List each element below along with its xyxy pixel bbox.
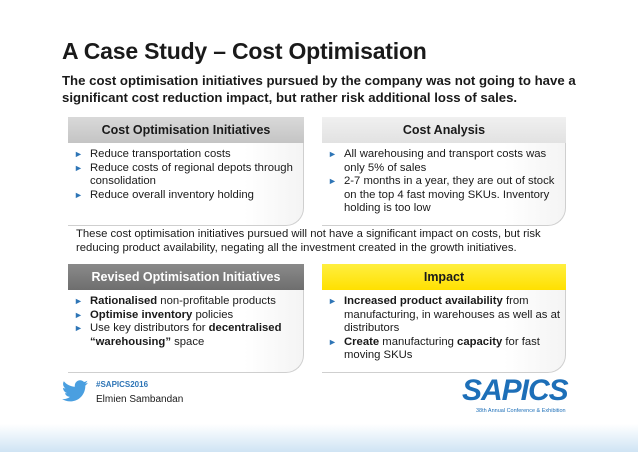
list-item: ► All warehousing and transport costs was… [322, 148, 565, 175]
list-item-text: Use key distributors for [90, 322, 209, 335]
footer-bar [0, 424, 638, 452]
panel-body: ► Reduce transportation costs ► Reduce cost… [68, 143, 304, 226]
triangle-right-icon: ► [74, 149, 83, 159]
logo-tagline: 38th Annual Conference & Exhibition [476, 408, 566, 414]
page-title: A Case Study – Cost Optimisation [62, 38, 427, 64]
panel-body: ► Rationalised non-profitable products ► Op… [68, 290, 304, 373]
bullet-list: ► Reduce transportation costs ► Reduce cost… [68, 143, 303, 202]
panel-header: Revised Optimisation Initiatives [68, 264, 304, 290]
panel-body: ► Increased product availability from man… [322, 290, 566, 373]
list-item-text: non-profitable products [157, 295, 276, 307]
list-item: ► Reduce costs of regional depots through… [68, 162, 303, 189]
list-item-text: for fast moving SKUs [344, 335, 540, 362]
hashtag: #SAPICS2016 [96, 380, 149, 389]
list-item: ► Reduce overall inventory holding [68, 189, 303, 203]
list-item: ► Increased product availability from man… [322, 295, 565, 336]
panel-header: Cost Optimisation Initiatives [68, 117, 304, 143]
triangle-right-icon: ► [74, 162, 83, 173]
list-item-text: manufacturing [379, 335, 458, 348]
list-item: ► Reduce transportation costs [68, 148, 303, 162]
bullet-list: ► All warehousing and transport costs was… [322, 143, 565, 216]
sapics-logo: SAPICS 38th Annual Conference & Exhibiti… [462, 374, 582, 418]
triangle-right-icon: ► [328, 336, 337, 347]
list-item-text: space [170, 335, 205, 348]
triangle-right-icon: ► [74, 309, 83, 320]
list-item-text: All warehousing and transport costs was … [344, 148, 547, 174]
list-item-text: from manufacturing, in warehouses as wel… [344, 295, 561, 335]
page-subtitle: The cost optimisation initiatives pursue… [62, 73, 576, 105]
triangle-right-icon: ► [74, 296, 83, 306]
triangle-right-icon: ► [74, 323, 83, 334]
panel-impact: Impact ► Increased product availability f… [322, 264, 566, 373]
bullet-list: ► Rationalised non-profitable products ► Op… [68, 290, 303, 349]
list-item-text: Increased product availability [344, 295, 503, 307]
triangle-right-icon: ► [74, 189, 83, 200]
conclusion-text: These cost optimisation initiatives purs… [76, 228, 541, 254]
panel-header: Impact [322, 264, 566, 290]
list-item-text: Rationalised [90, 295, 158, 307]
list-item-text: Reduce overall inventory holding [90, 188, 254, 201]
list-item-text: Reduce costs of regional depots through … [90, 161, 293, 188]
list-item: ► Use key distributors for decentralised … [68, 322, 303, 349]
bullet-list: ► Increased product availability from man… [322, 290, 565, 363]
list-item-text: 2-7 months in a year, they are out of st… [344, 175, 555, 215]
author-name: Elmien Sambandan [96, 394, 184, 405]
panel-body: ► All warehousing and transport costs was… [322, 143, 566, 226]
list-item-text: policies [192, 308, 234, 321]
list-item-text: Reduce transportation costs [90, 148, 231, 160]
list-item-text: Optimise inventory [90, 308, 193, 321]
list-item: ► Create manufacturing capacity for fast … [322, 336, 565, 363]
triangle-right-icon: ► [328, 176, 337, 187]
list-item-text: capacity [457, 335, 503, 348]
twitter-bird-icon [62, 380, 88, 402]
triangle-right-icon: ► [328, 296, 337, 306]
list-item-text: Create [344, 335, 380, 348]
list-item: ► 2-7 months in a year, they are out of s… [322, 175, 565, 216]
list-item-text: decentralised “warehousing” [90, 322, 282, 348]
panel-header: Cost Analysis [322, 117, 566, 143]
list-item: ► Optimise inventory policies [68, 309, 303, 323]
logo-wordmark: SAPICS [462, 374, 569, 407]
triangle-right-icon: ► [328, 149, 337, 159]
panel-revised-optimisation-initiatives: Revised Optimisation Initiatives ► Ration… [68, 264, 304, 373]
panel-cost-analysis: Cost Analysis ► All warehousing and trans… [322, 117, 566, 226]
list-item: ► Rationalised non-profitable products [68, 295, 303, 309]
panel-cost-optimisation-initiatives: Cost Optimisation Initiatives ► Reduce tr… [68, 117, 304, 226]
